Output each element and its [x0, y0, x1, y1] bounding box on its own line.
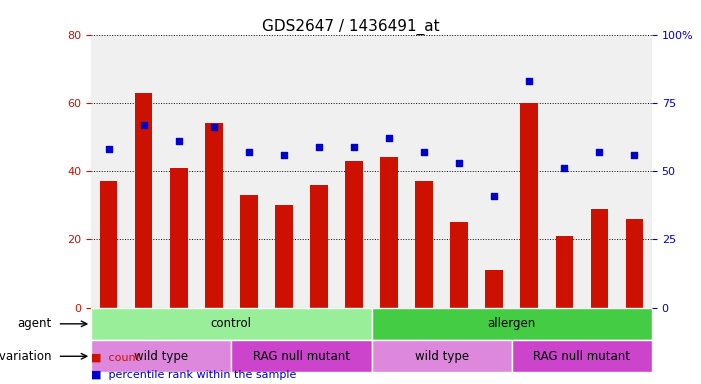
- Text: GDS2647 / 1436491_at: GDS2647 / 1436491_at: [261, 19, 440, 35]
- FancyBboxPatch shape: [91, 308, 372, 340]
- Bar: [556, 236, 573, 308]
- Bar: [275, 205, 293, 308]
- Point: [208, 124, 219, 131]
- Bar: [381, 157, 398, 308]
- Point: [278, 152, 290, 158]
- Point: [524, 78, 535, 84]
- Bar: [451, 222, 468, 308]
- Point: [418, 149, 430, 155]
- Bar: [521, 103, 538, 308]
- FancyBboxPatch shape: [231, 340, 372, 372]
- Point: [313, 144, 325, 150]
- FancyBboxPatch shape: [372, 340, 512, 372]
- Bar: [591, 209, 608, 308]
- Bar: [486, 270, 503, 308]
- Point: [489, 193, 500, 199]
- Bar: [311, 185, 328, 308]
- Bar: [205, 123, 223, 308]
- Bar: [135, 93, 153, 308]
- Point: [594, 149, 605, 155]
- FancyBboxPatch shape: [512, 340, 652, 372]
- Text: RAG null mutant: RAG null mutant: [533, 350, 630, 363]
- Bar: [100, 181, 118, 308]
- Bar: [346, 161, 363, 308]
- Text: ■  count: ■ count: [91, 353, 140, 363]
- Bar: [626, 219, 644, 308]
- Text: ■  percentile rank within the sample: ■ percentile rank within the sample: [91, 370, 297, 380]
- Text: RAG null mutant: RAG null mutant: [253, 350, 350, 363]
- FancyBboxPatch shape: [91, 340, 231, 372]
- Text: agent: agent: [18, 317, 52, 330]
- Text: wild type: wild type: [414, 350, 469, 363]
- Text: allergen: allergen: [488, 317, 536, 330]
- FancyBboxPatch shape: [372, 308, 652, 340]
- Bar: [416, 181, 433, 308]
- Point: [383, 135, 395, 141]
- Point: [629, 152, 640, 158]
- Text: control: control: [211, 317, 252, 330]
- Point: [559, 165, 570, 171]
- Point: [243, 149, 254, 155]
- Text: wild type: wild type: [134, 350, 189, 363]
- Bar: [170, 168, 188, 308]
- Point: [348, 144, 360, 150]
- Point: [103, 146, 114, 152]
- Point: [138, 122, 149, 128]
- Text: genotype/variation: genotype/variation: [0, 350, 52, 363]
- Bar: [240, 195, 258, 308]
- Point: [454, 160, 465, 166]
- Point: [173, 138, 184, 144]
